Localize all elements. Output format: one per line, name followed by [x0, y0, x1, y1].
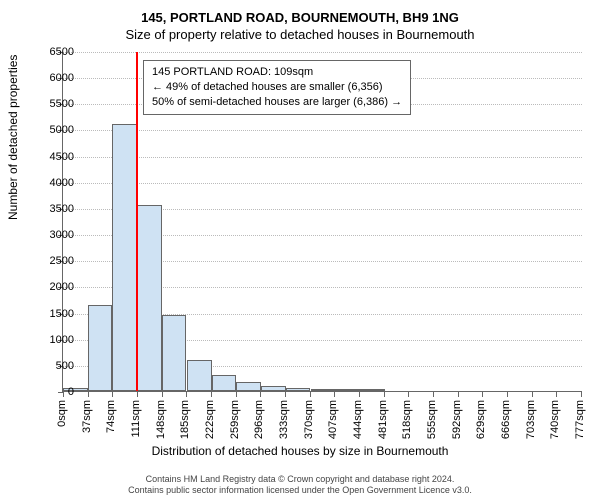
x-tick-label: 148sqm	[155, 400, 167, 439]
x-tick-label: 629sqm	[475, 400, 487, 439]
y-tick-label: 5000	[34, 124, 74, 136]
histogram-bar	[286, 388, 311, 391]
y-tick-label: 4000	[34, 177, 74, 189]
y-tick-label: 1500	[34, 308, 74, 320]
x-tick-label: 481sqm	[377, 400, 389, 439]
gridline	[63, 130, 582, 131]
x-tick-label: 370sqm	[303, 400, 315, 439]
histogram-bar	[112, 124, 137, 391]
gridline	[63, 157, 582, 158]
histogram-bar	[162, 315, 187, 391]
gridline	[63, 183, 582, 184]
x-tick-label: 740sqm	[549, 400, 561, 439]
x-tick-label: 555sqm	[426, 400, 438, 439]
y-tick-label: 0	[34, 386, 74, 398]
histogram-bar	[360, 389, 385, 391]
gridline	[63, 52, 582, 53]
x-tick-label: 666sqm	[500, 400, 512, 439]
x-tick-label: 407sqm	[327, 400, 339, 439]
histogram-bar	[212, 375, 237, 391]
x-tick-label: 259sqm	[229, 400, 241, 439]
x-tick-label: 0sqm	[56, 400, 68, 427]
property-marker-line	[136, 52, 138, 391]
y-axis-label: Number of detached properties	[6, 55, 20, 220]
y-tick-label: 2500	[34, 255, 74, 267]
x-tick-label: 703sqm	[525, 400, 537, 439]
histogram-bar	[311, 389, 336, 391]
footer-line-1: Contains HM Land Registry data © Crown c…	[0, 474, 600, 485]
x-tick-label: 74sqm	[105, 400, 117, 433]
annotation-line-1: 145 PORTLAND ROAD: 109sqm	[152, 65, 402, 80]
y-tick-label: 6500	[34, 46, 74, 58]
x-tick-label: 592sqm	[451, 400, 463, 439]
y-tick-label: 3000	[34, 229, 74, 241]
y-tick-label: 500	[34, 360, 74, 372]
y-tick-label: 4500	[34, 151, 74, 163]
plot-area: 145 PORTLAND ROAD: 109sqm← 49% of detach…	[62, 52, 582, 392]
x-tick-label: 222sqm	[204, 400, 216, 439]
annotation-line-3: 50% of semi-detached houses are larger (…	[152, 95, 402, 110]
x-tick-label: 333sqm	[278, 400, 290, 439]
histogram-bar	[88, 305, 113, 391]
annotation-box: 145 PORTLAND ROAD: 109sqm← 49% of detach…	[143, 60, 411, 115]
page-subtitle: Size of property relative to detached ho…	[0, 27, 600, 42]
histogram-bar	[137, 205, 162, 391]
x-tick-label: 518sqm	[401, 400, 413, 439]
y-tick-label: 2000	[34, 281, 74, 293]
y-tick-label: 5500	[34, 98, 74, 110]
x-axis-label: Distribution of detached houses by size …	[0, 444, 600, 458]
footer-attribution: Contains HM Land Registry data © Crown c…	[0, 474, 600, 497]
histogram-bar	[261, 386, 286, 391]
y-tick-label: 1000	[34, 334, 74, 346]
y-tick-label: 3500	[34, 203, 74, 215]
x-tick-label: 296sqm	[253, 400, 265, 439]
x-tick-label: 185sqm	[179, 400, 191, 439]
chart-area: 145 PORTLAND ROAD: 109sqm← 49% of detach…	[62, 52, 582, 392]
y-tick-label: 6000	[34, 72, 74, 84]
x-tick-label: 37sqm	[81, 400, 93, 433]
chart-container: 145, PORTLAND ROAD, BOURNEMOUTH, BH9 1NG…	[0, 0, 600, 500]
x-tick-label: 777sqm	[574, 400, 586, 439]
annotation-line-2: ← 49% of detached houses are smaller (6,…	[152, 80, 402, 95]
histogram-bar	[187, 360, 212, 391]
page-title: 145, PORTLAND ROAD, BOURNEMOUTH, BH9 1NG	[0, 0, 600, 25]
histogram-bar	[236, 382, 261, 391]
x-tick-label: 111sqm	[130, 400, 142, 438]
footer-line-2: Contains public sector information licen…	[0, 485, 600, 496]
histogram-bar	[336, 389, 361, 391]
x-tick-label: 444sqm	[352, 400, 364, 439]
